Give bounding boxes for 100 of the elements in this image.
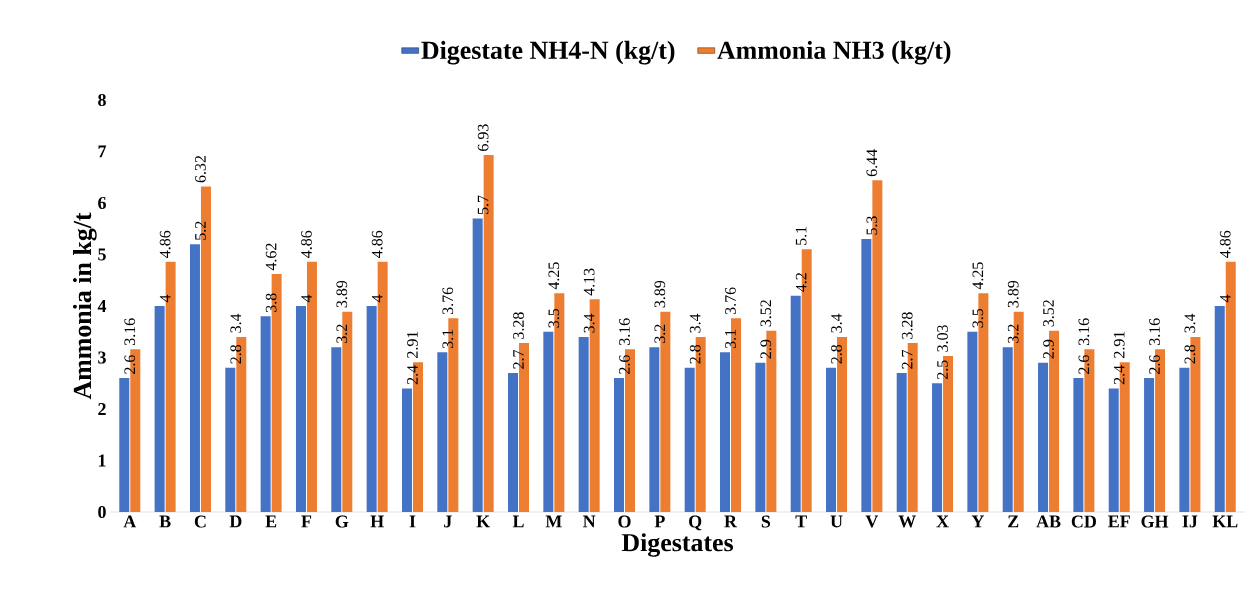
data-label: 4.25 bbox=[548, 262, 560, 290]
bar bbox=[1214, 306, 1225, 512]
bar bbox=[472, 218, 483, 512]
data-label: 3.16 bbox=[1149, 318, 1160, 345]
bar bbox=[295, 306, 306, 512]
data-label: 4 bbox=[159, 294, 171, 303]
data-label: 2.91 bbox=[407, 331, 418, 358]
data-label: 2.91 bbox=[1113, 331, 1125, 358]
data-label: 2.8 bbox=[689, 344, 701, 364]
x-tick-label: O bbox=[618, 515, 631, 528]
x-tick-label: Z bbox=[1008, 515, 1019, 528]
bar bbox=[1108, 388, 1119, 512]
data-label: 3.2 bbox=[1007, 324, 1019, 343]
data-label: 2.4 bbox=[1113, 365, 1125, 385]
x-tick-label: GH bbox=[1141, 515, 1169, 528]
data-label: 3.4 bbox=[583, 313, 595, 333]
data-label: 2.6 bbox=[619, 355, 630, 374]
data-label: 2.6 bbox=[1078, 355, 1090, 374]
bar bbox=[1144, 378, 1155, 512]
x-tick-label: L bbox=[512, 515, 524, 528]
bar bbox=[437, 352, 448, 512]
data-label: 6.44 bbox=[866, 149, 878, 177]
y-tick-label: 0 bbox=[98, 505, 106, 519]
data-label: 4.25 bbox=[972, 262, 984, 290]
bar bbox=[154, 306, 165, 512]
data-label: 3.1 bbox=[442, 329, 454, 349]
data-label: 4 bbox=[301, 294, 312, 303]
y-tick-label: 4 bbox=[97, 300, 107, 312]
x-tick-label: B bbox=[159, 515, 171, 528]
bar bbox=[366, 306, 377, 512]
y-tick-label: 5 bbox=[98, 248, 106, 261]
data-label: 3.2 bbox=[336, 324, 348, 343]
data-label: 3.89 bbox=[1007, 280, 1019, 308]
x-tick-label: A bbox=[123, 515, 137, 528]
y-tick-label: 1 bbox=[98, 454, 106, 467]
data-label: 5.3 bbox=[866, 216, 878, 235]
data-label: 2.6 bbox=[124, 355, 136, 374]
x-tick-label: J bbox=[444, 515, 452, 528]
x-tick-label: M bbox=[545, 515, 562, 528]
x-tick-label: E bbox=[265, 515, 277, 528]
bar bbox=[508, 372, 518, 512]
data-label: 4.86 bbox=[371, 230, 383, 258]
bar bbox=[896, 372, 907, 512]
bar bbox=[401, 388, 412, 512]
x-tick-label: AB bbox=[1036, 515, 1061, 528]
x-tick-label: G bbox=[335, 515, 349, 528]
data-label: 4.86 bbox=[1219, 230, 1231, 258]
data-label: 4 bbox=[1220, 294, 1231, 303]
x-axis-title: Digestates bbox=[621, 533, 733, 557]
data-label: 3.4 bbox=[230, 313, 242, 333]
data-label: 2.4 bbox=[407, 365, 418, 385]
bar bbox=[189, 244, 200, 512]
x-tick-label: U bbox=[830, 515, 843, 528]
data-label: 2.5 bbox=[937, 360, 948, 380]
bar bbox=[119, 378, 130, 512]
x-tick-label: Q bbox=[689, 515, 702, 531]
data-label: 3.76 bbox=[725, 287, 736, 315]
bar bbox=[720, 352, 731, 512]
x-tick-label: T bbox=[795, 515, 807, 528]
bar bbox=[1038, 362, 1049, 512]
data-label: 3.5 bbox=[972, 308, 984, 328]
y-tick-label: 6 bbox=[98, 196, 106, 210]
x-tick-label: F bbox=[301, 515, 312, 528]
bar bbox=[1073, 378, 1084, 512]
x-tick-label: I bbox=[409, 515, 416, 528]
bar bbox=[790, 295, 801, 512]
x-tick-label: W bbox=[898, 515, 916, 528]
data-label: 3.4 bbox=[1184, 313, 1196, 333]
data-label: 3.4 bbox=[689, 313, 701, 333]
y-tick-label: 7 bbox=[98, 145, 107, 158]
data-label: 3.28 bbox=[901, 312, 913, 339]
legend-label: Ammonia NH3 (kg/t) bbox=[717, 40, 951, 65]
data-label: 5.7 bbox=[477, 195, 489, 215]
x-tick-label: V bbox=[865, 515, 879, 528]
data-label: 3.1 bbox=[725, 329, 736, 349]
x-tick-label: N bbox=[583, 515, 596, 528]
x-tick-label: CD bbox=[1071, 515, 1096, 528]
x-tick-label: K bbox=[476, 515, 490, 528]
data-label: 3.5 bbox=[548, 308, 560, 328]
y-tick-label: 8 bbox=[98, 93, 106, 107]
data-label: 5.1 bbox=[795, 226, 807, 245]
bar bbox=[684, 367, 695, 512]
bar bbox=[932, 383, 943, 512]
data-label: 2.9 bbox=[1043, 339, 1054, 359]
data-label: 4 bbox=[371, 294, 383, 303]
data-label: 6.93 bbox=[477, 124, 489, 151]
bar bbox=[260, 316, 271, 512]
data-label: 3.16 bbox=[124, 318, 136, 345]
data-label: 4.62 bbox=[265, 243, 277, 271]
bar bbox=[578, 336, 589, 512]
data-label: 3.76 bbox=[442, 287, 454, 315]
x-tick-label: D bbox=[229, 515, 242, 528]
data-label: 3.16 bbox=[1078, 318, 1090, 345]
data-label: 4.2 bbox=[795, 273, 807, 292]
bar bbox=[543, 331, 554, 512]
data-label: 3.52 bbox=[1043, 300, 1054, 327]
data-label: 2.9 bbox=[760, 339, 772, 359]
x-tick-label: X bbox=[936, 515, 949, 528]
bar bbox=[331, 347, 342, 512]
bar bbox=[967, 331, 978, 512]
